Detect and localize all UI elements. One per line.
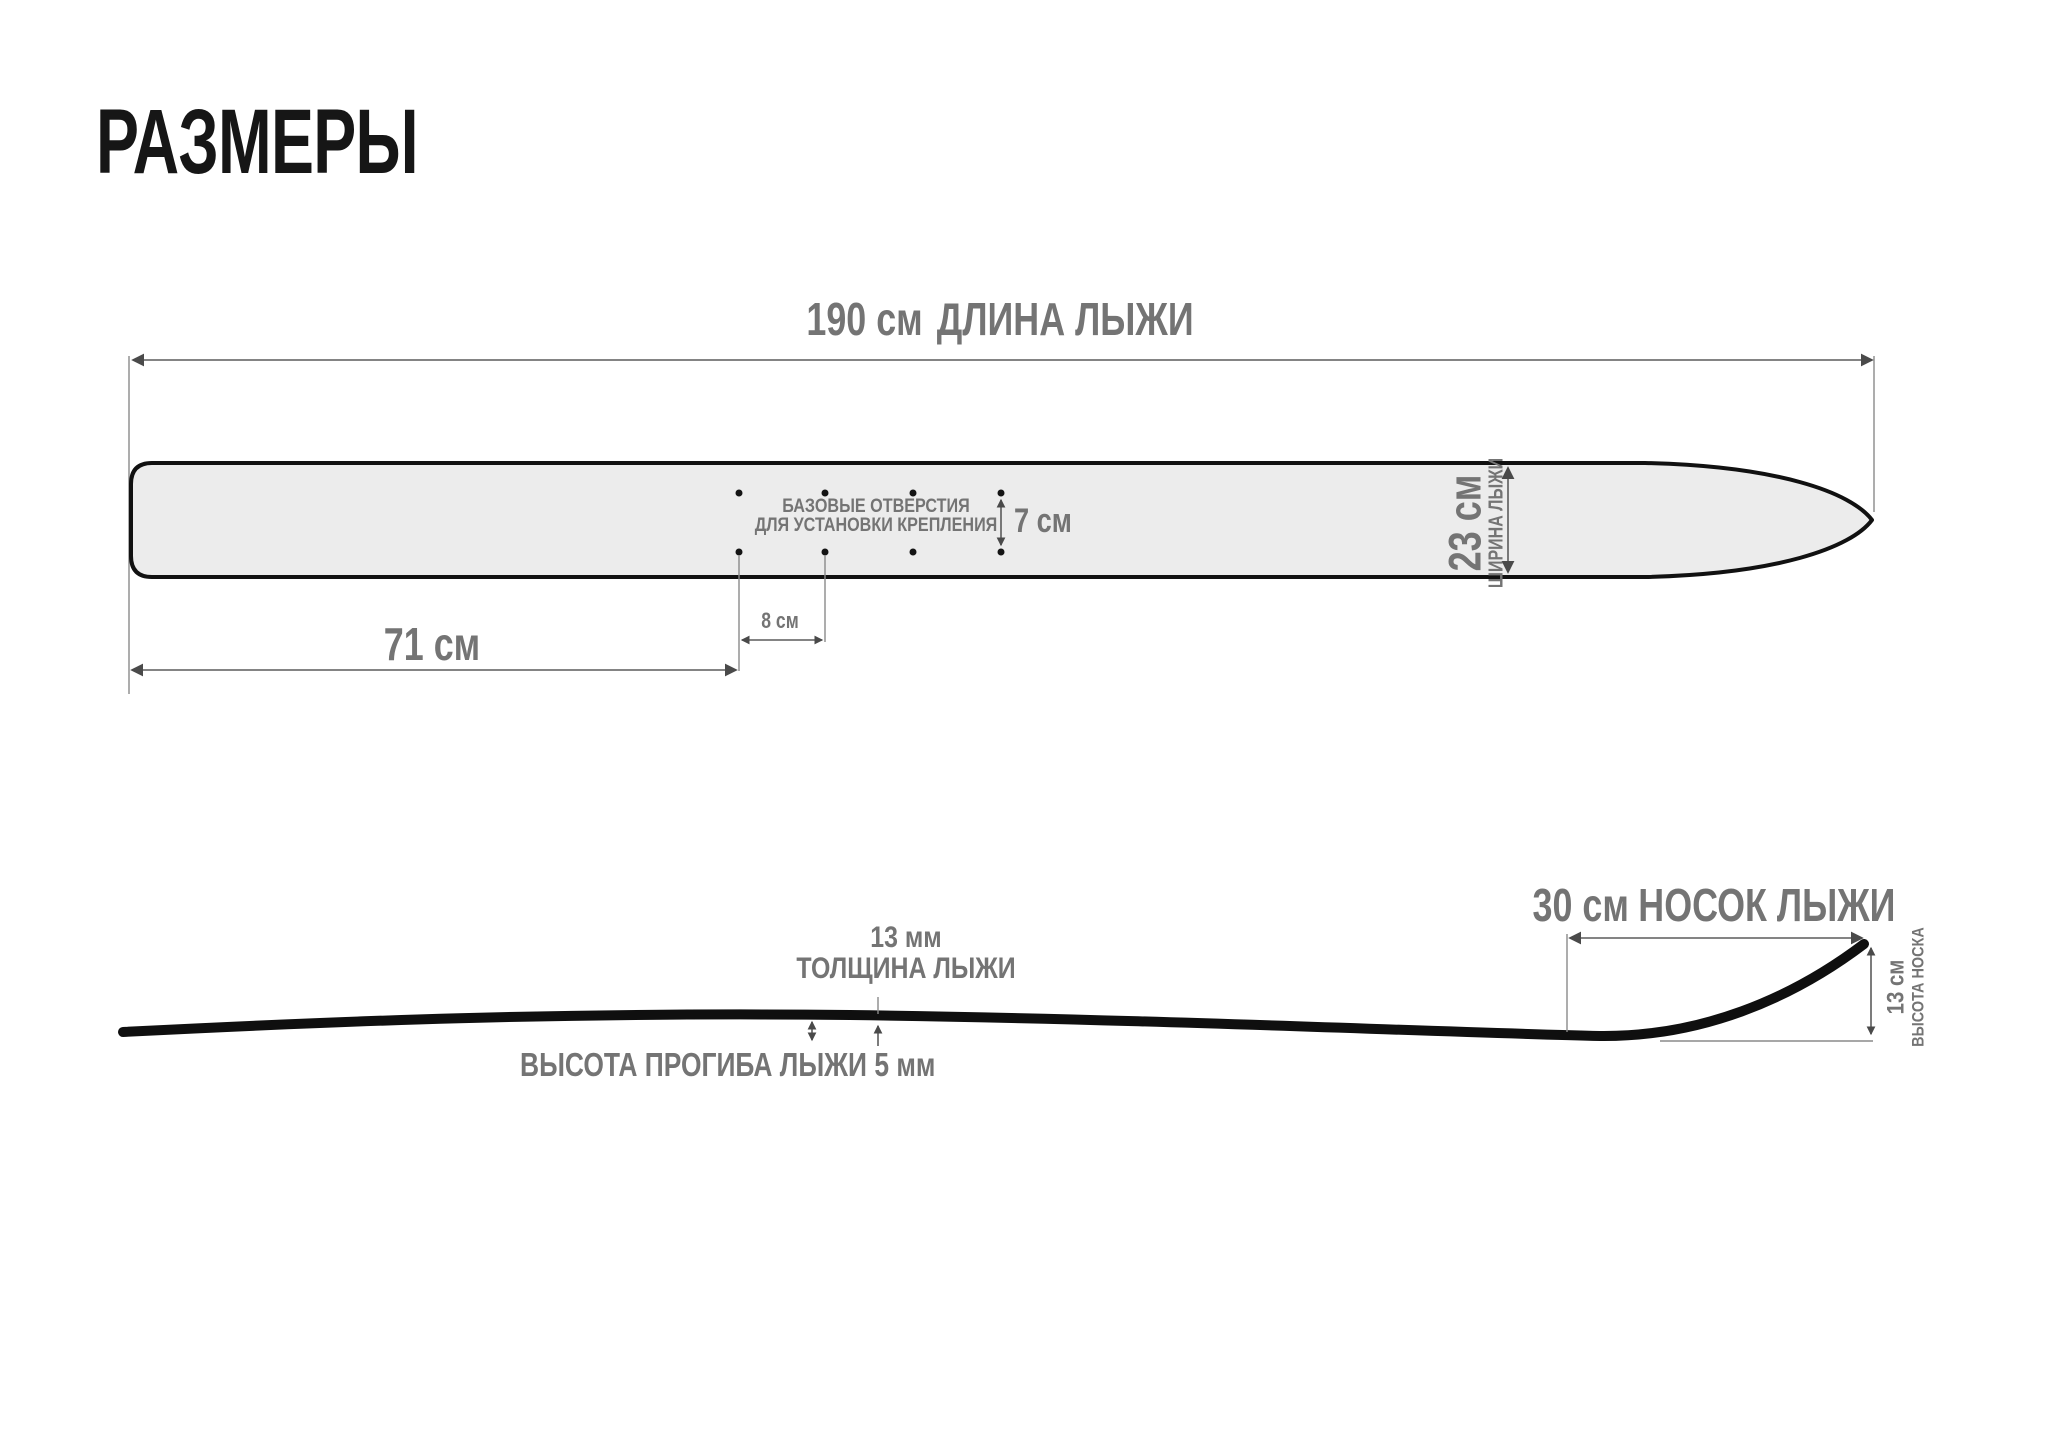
ski-side-profile (118, 939, 1869, 1042)
binding-holes-note-line1: БАЗОВЫЕ ОТВЕРСТИЯ (782, 496, 970, 517)
camber-label: ВЫСОТА ПРОГИБА ЛЫЖИ 5 мм (520, 1046, 936, 1083)
tip-length-value: 30 см (1532, 879, 1629, 931)
page-title: РАЗМЕРЫ (96, 91, 419, 193)
thickness-value: 13 мм (870, 921, 942, 954)
binding-holes-note: БАЗОВЫЕ ОТВЕРСТИЯ ДЛЯ УСТАНОВКИ КРЕПЛЕНИ… (755, 497, 998, 535)
binding-hole (821, 548, 829, 556)
length-dimension-label: 190 см ДЛИНА ЛЫЖИ (806, 292, 1193, 346)
tip-height-value: 13 см (1882, 959, 1910, 1015)
tip-length-text: НОСОК ЛЫЖИ (1638, 879, 1896, 931)
tip-length-label: 30 см НОСОК ЛЫЖИ (1533, 878, 1896, 932)
binding-hole (821, 489, 829, 497)
width-value: 23 см (1439, 474, 1491, 572)
binding-hole (909, 548, 917, 556)
tip-height-label: 13 см ВЫСОТА НОСКА (1882, 927, 1929, 1047)
length-value: 190 см (806, 293, 923, 345)
binding-holes-note-line2: ДЛЯ УСТАНОВКИ КРЕПЛЕНИЯ (754, 515, 998, 536)
ski-top-view (128, 353, 1875, 694)
thickness-text: ТОЛЩИНА ЛЫЖИ (796, 952, 1016, 985)
binding-hole (997, 548, 1005, 556)
tail-to-holes-label: 71 см (383, 618, 481, 670)
binding-hole (735, 489, 743, 497)
holes-row-gap-label: 7 см (1014, 502, 1072, 540)
binding-hole (909, 489, 917, 497)
binding-holes (735, 489, 1005, 556)
ski-side-view (118, 931, 1876, 1046)
binding-hole (735, 548, 743, 556)
width-dimension-label: 23 см ШИРИНА ЛЫЖИ (1439, 457, 1509, 589)
holes-col-gap-label: 8 см (761, 608, 799, 633)
thickness-label: 13 мм ТОЛЩИНА ЛЫЖИ (796, 922, 1015, 984)
length-text: ДЛИНА ЛЫЖИ (936, 293, 1194, 345)
tip-height-text: ВЫСОТА НОСКА (1908, 927, 1928, 1047)
width-text: ШИРИНА ЛЫЖИ (1485, 457, 1508, 589)
binding-hole (997, 489, 1005, 497)
